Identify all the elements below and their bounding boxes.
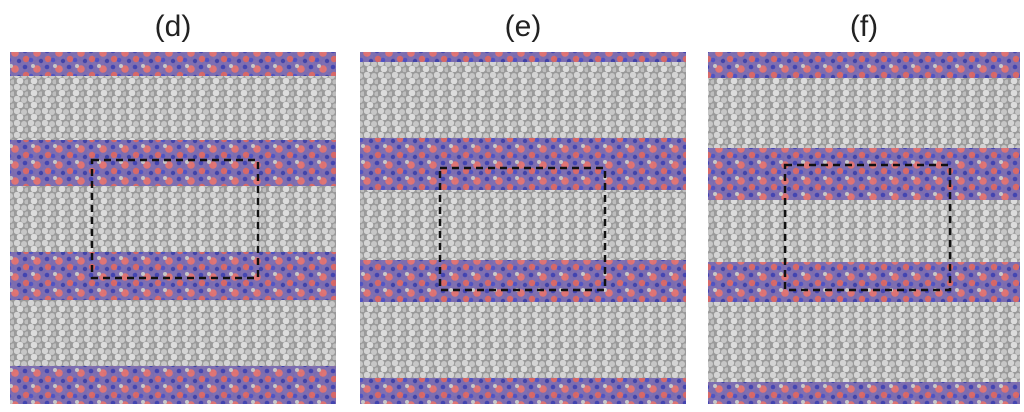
snapshot xyxy=(360,52,686,404)
lipid-band xyxy=(10,52,336,76)
panel-label: (f) xyxy=(850,10,878,43)
unit-cell-box xyxy=(783,163,952,292)
lipid-band xyxy=(708,382,1020,404)
lipid-band xyxy=(360,52,686,62)
lipid-band xyxy=(360,260,686,302)
panel-label: (e) xyxy=(505,10,542,43)
unit-cell-box xyxy=(90,158,260,280)
snapshot xyxy=(708,52,1020,404)
lipid-band xyxy=(10,252,336,300)
lipid-band xyxy=(360,138,686,190)
snapshot xyxy=(10,52,336,404)
lipid-band xyxy=(708,52,1020,78)
lipid-band xyxy=(10,366,336,404)
panels: (d) (e) (f) xyxy=(10,10,1020,404)
lipid-band xyxy=(360,378,686,404)
lipid-band xyxy=(708,148,1020,200)
lipid-band xyxy=(708,262,1020,302)
lipid-band xyxy=(10,140,336,186)
panel-label: (d) xyxy=(155,10,192,43)
